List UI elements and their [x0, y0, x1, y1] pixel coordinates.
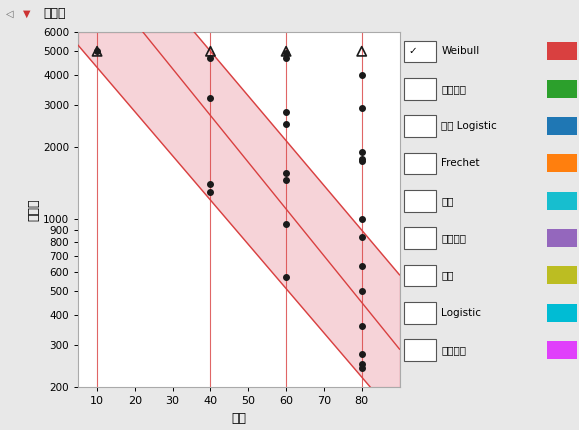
Bar: [547, 80, 577, 98]
Bar: [547, 154, 577, 172]
Text: Logistic: Logistic: [441, 308, 481, 318]
Point: [357, 71, 367, 78]
Bar: [547, 304, 577, 322]
Point: [357, 288, 367, 295]
Point: [357, 234, 367, 241]
Point: [93, 48, 102, 55]
Bar: [547, 266, 577, 284]
Bar: [404, 190, 436, 212]
Point: [357, 104, 367, 111]
Bar: [404, 302, 436, 324]
Point: [281, 48, 291, 55]
Text: 散点图: 散点图: [43, 7, 66, 21]
Bar: [547, 229, 577, 247]
Point: [357, 365, 367, 372]
Point: [206, 54, 215, 61]
Bar: [404, 265, 436, 286]
Text: Frechet: Frechet: [441, 158, 480, 169]
Point: [206, 94, 215, 101]
Bar: [547, 117, 577, 135]
Text: 最小极値: 最小极値: [441, 233, 466, 243]
Text: 对数 Logistic: 对数 Logistic: [441, 121, 497, 131]
Text: 指数: 指数: [441, 196, 454, 206]
Text: Weibull: Weibull: [441, 46, 479, 56]
Point: [357, 360, 367, 367]
Point: [357, 156, 367, 163]
Point: [206, 181, 215, 187]
Point: [357, 322, 367, 329]
Text: ✓: ✓: [409, 46, 417, 56]
Point: [206, 188, 215, 195]
Point: [357, 149, 367, 156]
Bar: [547, 42, 577, 60]
Bar: [404, 153, 436, 175]
Point: [357, 48, 367, 55]
Bar: [404, 115, 436, 137]
Bar: [404, 227, 436, 249]
Point: [357, 262, 367, 269]
Point: [281, 221, 291, 228]
Point: [281, 50, 291, 57]
Bar: [404, 339, 436, 361]
Bar: [547, 192, 577, 209]
Bar: [404, 41, 436, 62]
Point: [281, 108, 291, 115]
Text: 正态: 正态: [441, 270, 454, 280]
Point: [281, 120, 291, 127]
Point: [281, 177, 291, 184]
Point: [357, 157, 367, 164]
Text: ▼: ▼: [23, 9, 31, 19]
X-axis label: 温度: 温度: [232, 412, 246, 424]
Point: [357, 350, 367, 357]
Y-axis label: 小时数: 小时数: [27, 198, 40, 221]
Point: [281, 170, 291, 177]
Text: 对数正态: 对数正态: [441, 84, 466, 94]
Point: [206, 48, 215, 55]
Text: ◁: ◁: [6, 9, 13, 19]
Bar: [547, 341, 577, 359]
Point: [281, 273, 291, 280]
Text: 最大极値: 最大极値: [441, 345, 466, 355]
Point: [357, 216, 367, 223]
Point: [281, 54, 291, 61]
Bar: [404, 78, 436, 100]
Point: [93, 48, 102, 55]
